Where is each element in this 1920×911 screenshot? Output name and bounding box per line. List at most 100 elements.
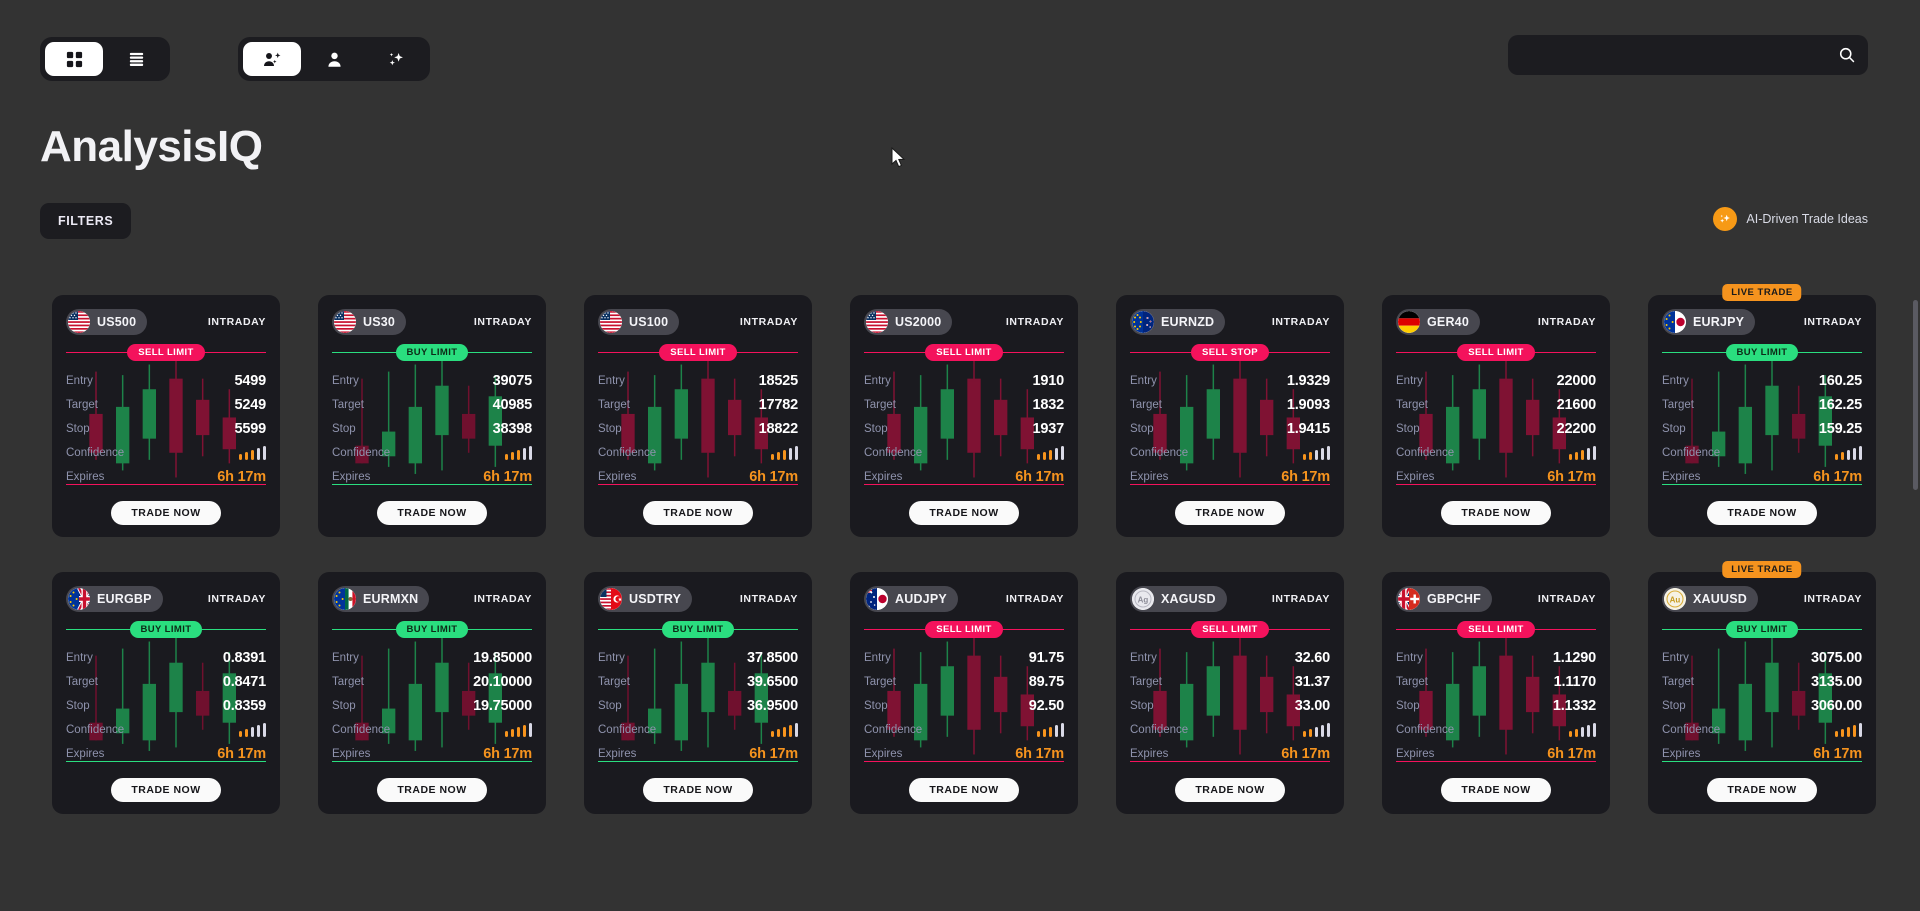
live-trade-badge: LIVE TRADE: [1722, 561, 1802, 578]
symbol-pill[interactable]: EURJPY: [1662, 309, 1756, 335]
stop-row: Stop 5599: [66, 417, 266, 441]
trade-now-button[interactable]: TRADE NOW: [909, 501, 1019, 525]
symbol-pill[interactable]: USDTRY: [598, 586, 693, 612]
expires-value: 6h 17m: [1281, 469, 1330, 485]
target-row: Target 1832: [864, 393, 1064, 417]
scrollbar-thumb[interactable]: [1913, 300, 1918, 490]
entry-row: Entry 3075.00: [1662, 646, 1862, 670]
symbol-pill[interactable]: Au XAUUSD: [1662, 586, 1758, 612]
flag-icon: [334, 588, 356, 610]
trade-idea-card[interactable]: EURNZD INTRADAY SELL STOP Entry 1.9329 Target…: [1116, 295, 1344, 537]
confidence-bars: [1302, 723, 1330, 737]
trade-now-button[interactable]: TRADE NOW: [1175, 501, 1285, 525]
flag-icon: Ag: [1132, 588, 1154, 610]
person-mode-button[interactable]: [305, 42, 363, 76]
stop-label: Stop: [864, 700, 888, 712]
confidence-label: Confidence: [1662, 447, 1721, 459]
target-row: Target 20.10000: [332, 670, 532, 694]
card-body: GER40 INTRADAY SELL LIMIT Entry 22000 Target 2…: [1396, 309, 1596, 525]
trade-idea-card[interactable]: EURMXN INTRADAY BUY LIMIT Entry 19.85000 Targ…: [318, 572, 546, 814]
search-input[interactable]: [1520, 47, 1838, 63]
symbol-pill[interactable]: GER40: [1396, 309, 1480, 335]
direction-badge: BUY LIMIT: [395, 343, 469, 361]
trade-now-button[interactable]: TRADE NOW: [1441, 778, 1551, 802]
trade-now-button[interactable]: TRADE NOW: [377, 778, 487, 802]
trade-idea-card[interactable]: US2000 INTRADAY SELL LIMIT Entry 1910 Target 1…: [850, 295, 1078, 537]
trade-now-button[interactable]: TRADE NOW: [643, 501, 753, 525]
trade-now-button[interactable]: TRADE NOW: [1441, 501, 1551, 525]
trade-now-button[interactable]: TRADE NOW: [111, 501, 221, 525]
expires-row: Expires 6h 17m: [1130, 465, 1330, 489]
direction-row: SELL LIMIT: [1396, 620, 1596, 638]
trade-idea-card[interactable]: US500 INTRADAY SELL LIMIT Entry 5499 Target 52…: [52, 295, 280, 537]
timeframe-label: INTRADAY: [473, 593, 532, 605]
trade-now-button[interactable]: TRADE NOW: [1175, 778, 1285, 802]
card-header: GER40 INTRADAY: [1396, 309, 1596, 335]
search-bar[interactable]: [1508, 35, 1868, 75]
card-body: EURGBP INTRADAY BUY LIMIT Entry 0.8391 Target…: [66, 586, 266, 802]
entry-row: Entry 5499: [66, 369, 266, 393]
timeframe-label: INTRADAY: [1271, 316, 1330, 328]
trade-now-button[interactable]: TRADE NOW: [1707, 778, 1817, 802]
trade-idea-card[interactable]: EURGBP INTRADAY BUY LIMIT Entry 0.8391 Target…: [52, 572, 280, 814]
list-view-button[interactable]: [107, 42, 165, 76]
entry-value: 39075: [492, 373, 532, 389]
card-footer: TRADE NOW: [598, 761, 798, 802]
symbol-pill[interactable]: US500: [66, 309, 148, 335]
target-label: Target: [864, 399, 896, 411]
search-icon[interactable]: [1838, 46, 1856, 64]
trade-idea-card[interactable]: LIVE TRADE Au XAUUSD INTRADAY BUY LIMIT Entry…: [1648, 561, 1876, 814]
symbol-pill[interactable]: US2000: [864, 309, 953, 335]
trade-idea-card[interactable]: AUDJPY INTRADAY SELL LIMIT Entry 91.75 Target…: [850, 572, 1078, 814]
trade-now-button[interactable]: TRADE NOW: [111, 778, 221, 802]
trade-now-button[interactable]: TRADE NOW: [377, 501, 487, 525]
trade-idea-card[interactable]: US30 INTRADAY BUY LIMIT Entry 39075 Target 409…: [318, 295, 546, 537]
direction-badge: BUY LIMIT: [1725, 620, 1799, 638]
confidence-row: Confidence: [1396, 441, 1596, 465]
trade-idea-card[interactable]: LIVE TRADE EURJPY INTRADAY BUY LIMIT Entry 16…: [1648, 284, 1876, 537]
trade-idea-card[interactable]: GER40 INTRADAY SELL LIMIT Entry 22000 Target 2…: [1382, 295, 1610, 537]
sparkle-mode-button[interactable]: [367, 42, 425, 76]
symbol-pill[interactable]: EURMXN: [332, 586, 430, 612]
trade-now-button[interactable]: TRADE NOW: [909, 778, 1019, 802]
symbol-label: USDTRY: [629, 592, 682, 606]
target-label: Target: [66, 676, 98, 688]
flag-icon: [866, 311, 888, 333]
stop-label: Stop: [1662, 423, 1686, 435]
flag-icon: Au: [1664, 588, 1686, 610]
confidence-row: Confidence: [332, 441, 532, 465]
direction-badge: SELL LIMIT: [1457, 343, 1535, 361]
ai-persona-button[interactable]: [243, 42, 301, 76]
symbol-pill[interactable]: AUDJPY: [864, 586, 958, 612]
direction-badge: BUY LIMIT: [129, 620, 203, 638]
symbol-pill[interactable]: EURGBP: [66, 586, 163, 612]
sparkle-icon: [389, 52, 403, 65]
trade-idea-card[interactable]: USDTRY INTRADAY BUY LIMIT Entry 37.8500 Targe…: [584, 572, 812, 814]
trade-idea-card[interactable]: GBPCHF INTRADAY SELL LIMIT Entry 1.1290 Targe…: [1382, 572, 1610, 814]
symbol-pill[interactable]: GBPCHF: [1396, 586, 1492, 612]
target-label: Target: [598, 676, 630, 688]
card-header: EURNZD INTRADAY: [1130, 309, 1330, 335]
symbol-label: GBPCHF: [1427, 592, 1481, 606]
confidence-bars: [504, 723, 532, 737]
filters-button[interactable]: FILTERS: [40, 203, 132, 239]
symbol-pill[interactable]: US100: [598, 309, 680, 335]
live-trade-badge: LIVE TRADE: [1722, 284, 1802, 301]
entry-value: 1.9329: [1286, 373, 1330, 389]
symbol-pill[interactable]: EURNZD: [1130, 309, 1226, 335]
stop-row: Stop 38398: [332, 417, 532, 441]
card-header: US500 INTRADAY: [66, 309, 266, 335]
expires-row: Expires 6h 17m: [66, 465, 266, 489]
expires-label: Expires: [66, 748, 105, 760]
trade-idea-card[interactable]: Ag XAGUSD INTRADAY SELL LIMIT Entry 32.60 Targ…: [1116, 572, 1344, 814]
symbol-pill[interactable]: US30: [332, 309, 407, 335]
expires-label: Expires: [1662, 748, 1701, 760]
trade-now-button[interactable]: TRADE NOW: [643, 778, 753, 802]
stop-label: Stop: [1130, 700, 1154, 712]
trade-idea-card[interactable]: US100 INTRADAY SELL LIMIT Entry 18525 Target 1…: [584, 295, 812, 537]
trade-now-button[interactable]: TRADE NOW: [1707, 501, 1817, 525]
expires-label: Expires: [1396, 471, 1435, 483]
ai-driven-trade-ideas-tag: AI-Driven Trade Ideas: [1713, 207, 1868, 231]
symbol-pill[interactable]: Ag XAGUSD: [1130, 586, 1227, 612]
grid-view-button[interactable]: [45, 42, 103, 76]
